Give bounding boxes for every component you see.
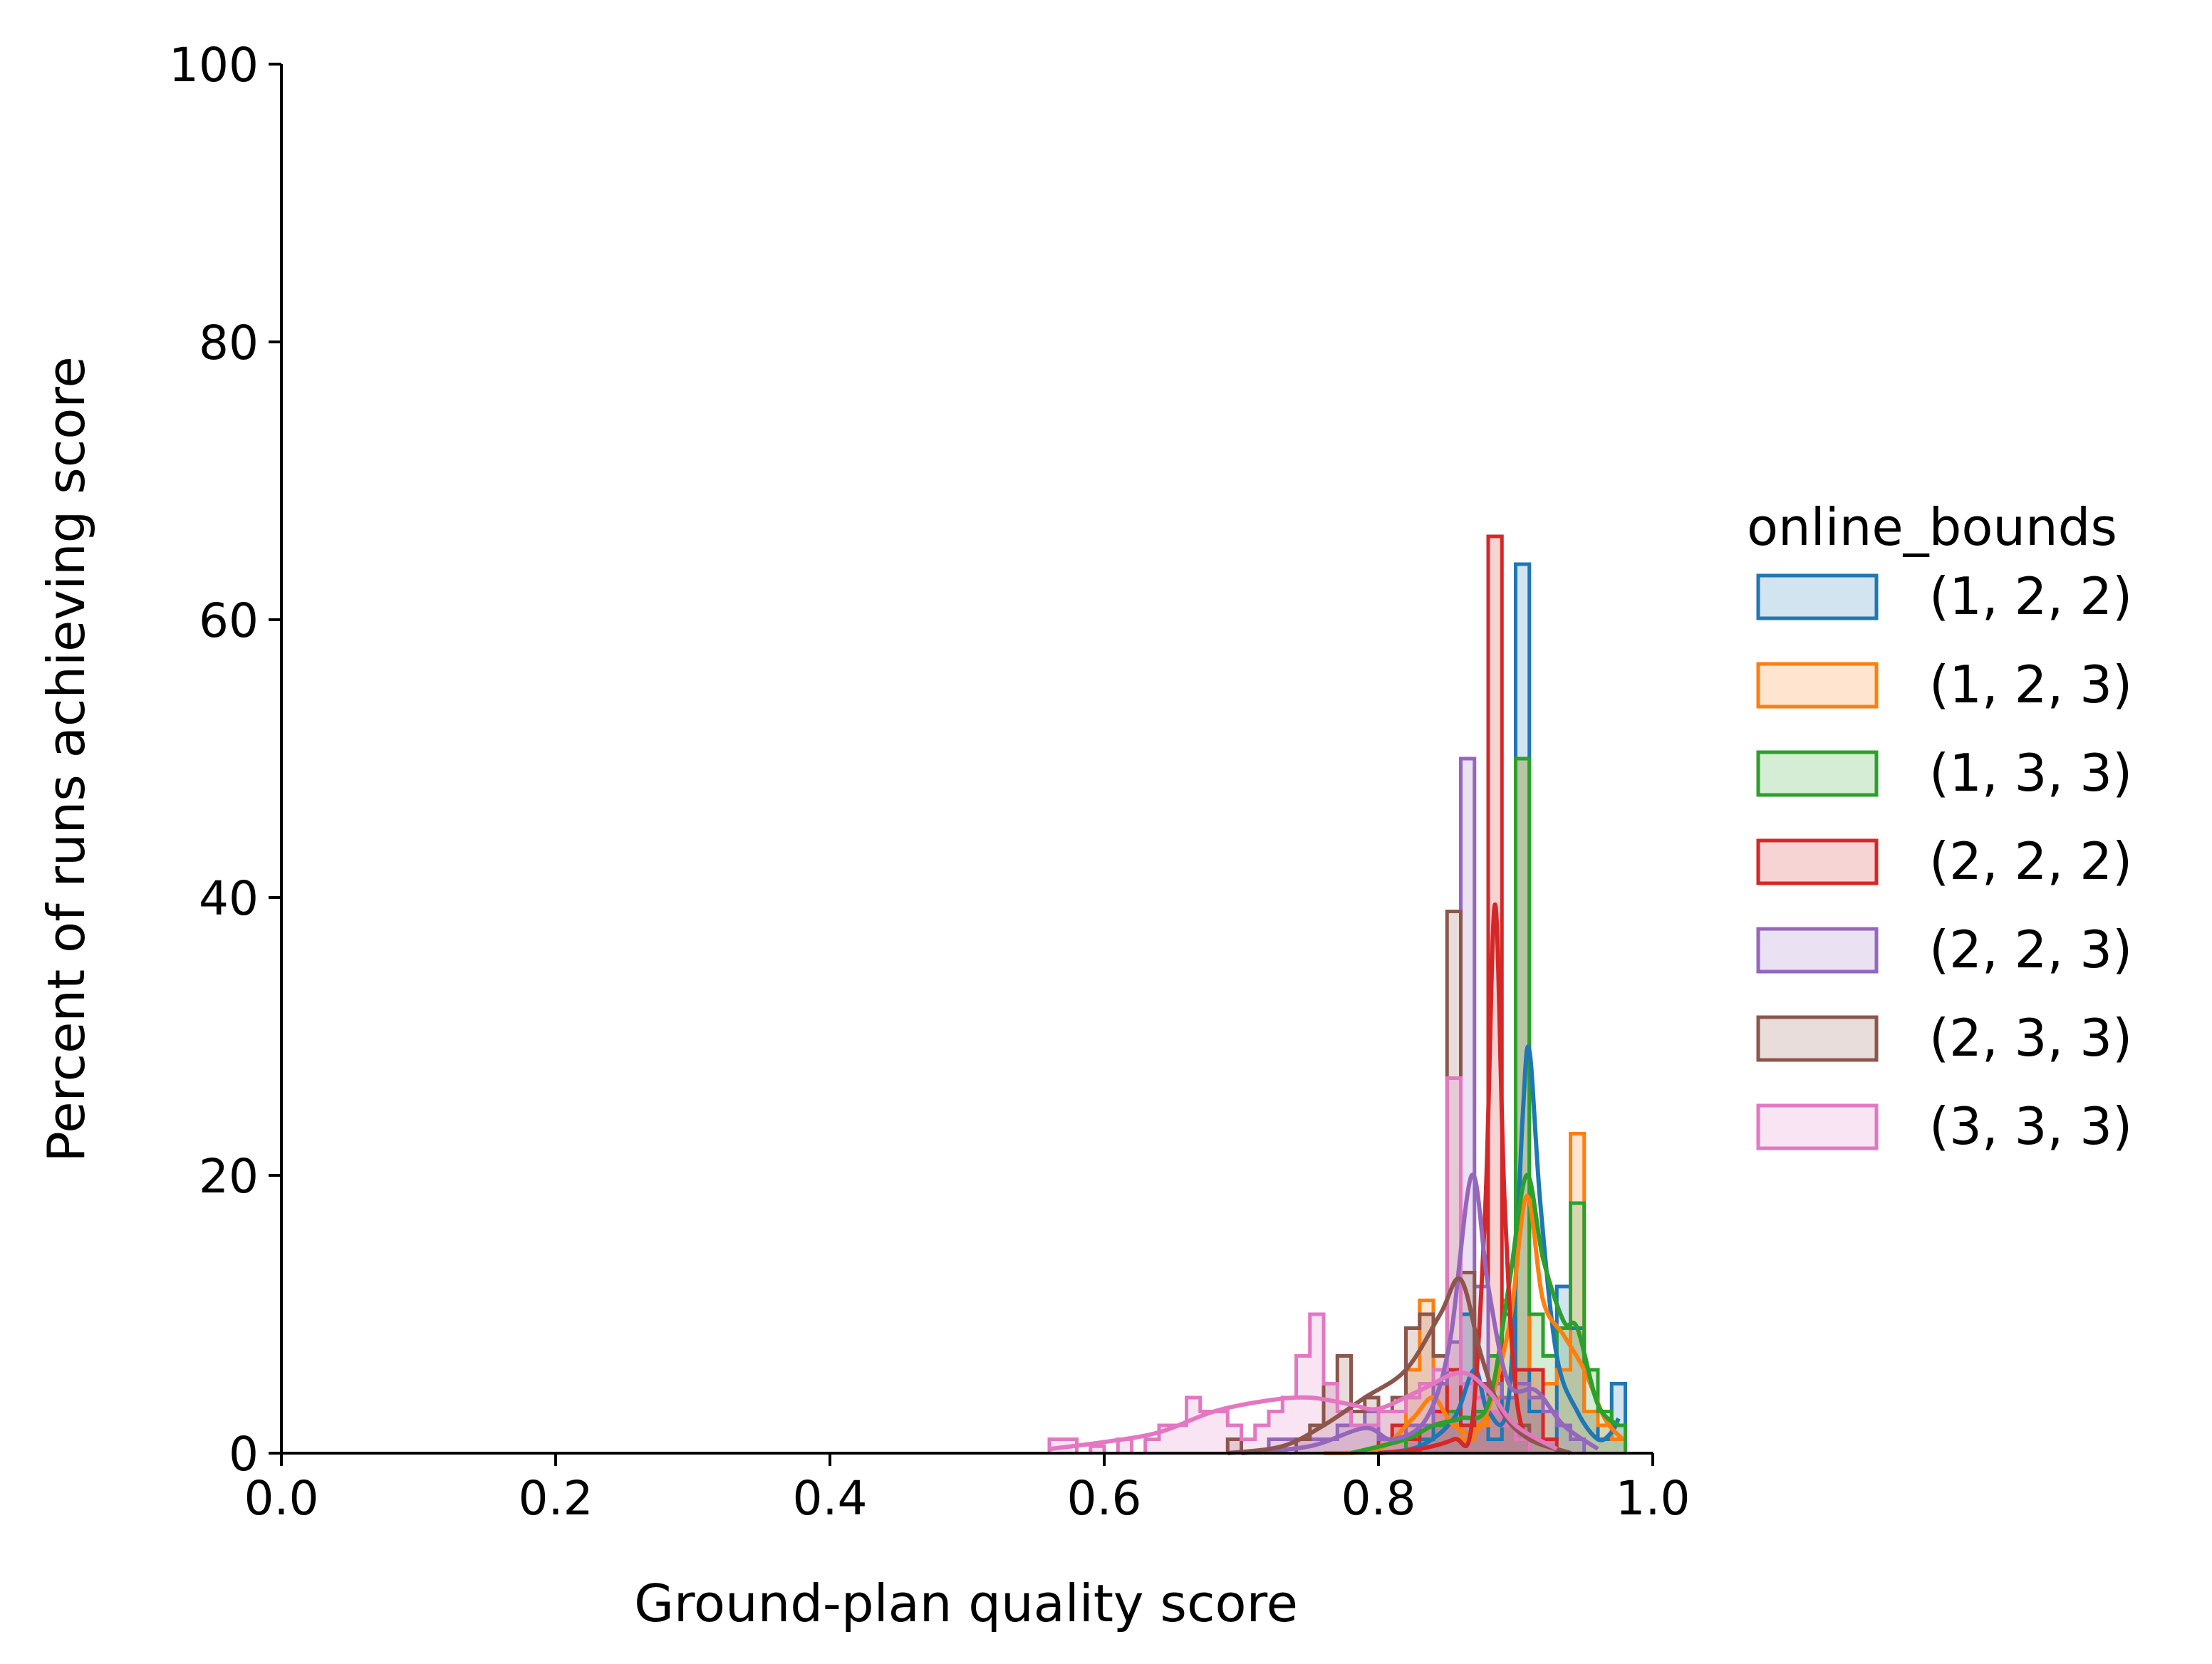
- legend-label: (3, 3, 3): [1929, 1096, 2132, 1156]
- x-tick-label: 0.6: [1067, 1471, 1142, 1526]
- histogram-bar: [1351, 1411, 1365, 1453]
- kde-curve: [1350, 1172, 1621, 1455]
- y-tick-label: 20: [199, 1149, 259, 1204]
- histogram-bar: [1145, 1439, 1159, 1453]
- legend-swatch: [1756, 927, 1879, 974]
- y-tick-label: 0: [229, 1427, 259, 1482]
- histogram-bar: [1488, 1439, 1502, 1453]
- histogram-bar: [1173, 1425, 1187, 1453]
- legend-label: (2, 3, 3): [1929, 1008, 2132, 1068]
- histogram-bar: [1570, 1439, 1584, 1453]
- x-tick-label: 0.4: [793, 1471, 868, 1526]
- legend: online_bounds (1, 2, 2) (1, 2, 3) (1, 3, 3…: [1747, 497, 2132, 1156]
- histogram-bar: [1598, 1439, 1612, 1453]
- histogram-bar: [1447, 911, 1461, 1453]
- histogram-bar: [1090, 1446, 1104, 1453]
- histogram-bar: [1269, 1411, 1283, 1453]
- y-tick-label: 100: [169, 38, 259, 93]
- histogram-bar: [1488, 536, 1502, 1453]
- histogram-bar: [1227, 1439, 1242, 1453]
- y-tick-label: 80: [199, 316, 259, 370]
- y-tick-label: 40: [199, 871, 259, 926]
- kde-curve: [1378, 902, 1572, 1455]
- histogram-bar: [1529, 1314, 1543, 1453]
- legend-swatch: [1756, 1103, 1879, 1150]
- histogram-bar: [1502, 1425, 1516, 1453]
- histogram-bar: [1214, 1411, 1228, 1453]
- x-tick-label: 0.2: [519, 1471, 593, 1526]
- histogram-bar: [1557, 1425, 1571, 1453]
- histogram-bar: [1460, 759, 1475, 1453]
- plot-area: [1047, 534, 1627, 1455]
- legend-label: (1, 3, 3): [1929, 743, 2132, 803]
- histogram-bar: [1502, 1425, 1516, 1453]
- histogram-outline: [1047, 1076, 1532, 1453]
- histogram-bar: [1364, 1411, 1378, 1453]
- axes: 0.0 0.2 0.4 0.6 0.8 1.0 0 20 40 60 80 100: [169, 38, 1690, 1526]
- x-tick-label: 0.0: [244, 1471, 319, 1526]
- legend-swatch: [1756, 573, 1879, 620]
- histogram-bar: [1255, 1425, 1269, 1453]
- legend-label: (1, 2, 2): [1929, 566, 2132, 626]
- legend-swatch: [1756, 1015, 1879, 1062]
- histogram-bar: [1570, 1133, 1584, 1453]
- legend-label: (1, 2, 3): [1929, 655, 2132, 714]
- x-tick-label: 0.8: [1341, 1471, 1416, 1526]
- legend-title: online_bounds: [1747, 497, 2117, 557]
- legend-label: (2, 2, 2): [1929, 831, 2132, 891]
- kde-curve: [1049, 1370, 1558, 1452]
- y-axis-label: Percent of runs achieving score: [36, 356, 96, 1162]
- histogram-bar: [1186, 1398, 1200, 1453]
- legend-swatch: [1756, 662, 1879, 709]
- legend-swatch: [1756, 838, 1879, 885]
- histogram-bar: [1515, 1439, 1530, 1453]
- histogram-bar: [1296, 1356, 1310, 1453]
- kde-curve: [1241, 1172, 1599, 1455]
- histogram-bar: [1200, 1411, 1214, 1453]
- y-tick-label: 60: [199, 593, 259, 648]
- histogram-bar: [1118, 1439, 1132, 1453]
- legend-label: (2, 2, 3): [1929, 920, 2132, 979]
- legend-swatch: [1756, 750, 1879, 797]
- x-axis-label: Ground-plan quality score: [634, 1574, 1298, 1633]
- histogram-bar: [1447, 1078, 1461, 1453]
- histogram-bar: [1611, 1439, 1626, 1453]
- x-tick-label: 1.0: [1616, 1471, 1691, 1526]
- histogram-bar: [1309, 1314, 1324, 1453]
